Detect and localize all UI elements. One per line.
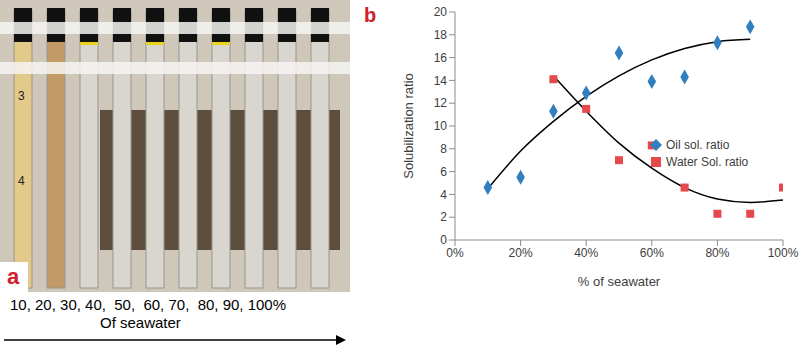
svg-text:80%: 80% [705, 246, 729, 260]
html-text:Oil sol. ratio: Oil sol. ratio [666, 137, 730, 152]
svg-text:60%: 60% [640, 246, 664, 260]
svg-text:16: 16 [434, 51, 448, 65]
svg-text:2: 2 [440, 210, 447, 224]
svg-text:0%: 0% [446, 246, 464, 260]
html-text:Of seawater: Of seawater [100, 314, 181, 331]
svg-text:0: 0 [440, 233, 447, 247]
svg-text:12: 12 [434, 96, 448, 110]
svg-text:10: 10 [434, 119, 448, 133]
svg-text:3: 3 [18, 89, 25, 103]
svg-text:a: a [7, 264, 20, 289]
svg-text:14: 14 [434, 74, 448, 88]
svg-text:Solubilization ratio: Solubilization ratio [401, 73, 416, 179]
svg-text:% of seawater: % of seawater [578, 274, 661, 289]
html-text:b: b [364, 4, 377, 26]
html-text:Water Sol. ratio: Water Sol. ratio [666, 154, 749, 169]
svg-text:20%: 20% [509, 246, 533, 260]
svg-text:18: 18 [434, 28, 448, 42]
svg-text:4: 4 [18, 174, 25, 188]
svg-text:6: 6 [440, 165, 447, 179]
svg-text:40%: 40% [574, 246, 598, 260]
svg-text:4: 4 [440, 188, 447, 202]
svg-text:20: 20 [434, 5, 448, 19]
html-text:10, 20, 30, 40, 50, 60, 70, 80: 10, 20, 30, 40, 50, 60, 70, 80, 90, 100% [10, 296, 286, 313]
svg-text:8: 8 [440, 142, 447, 156]
svg-text:100%: 100% [768, 246, 799, 260]
